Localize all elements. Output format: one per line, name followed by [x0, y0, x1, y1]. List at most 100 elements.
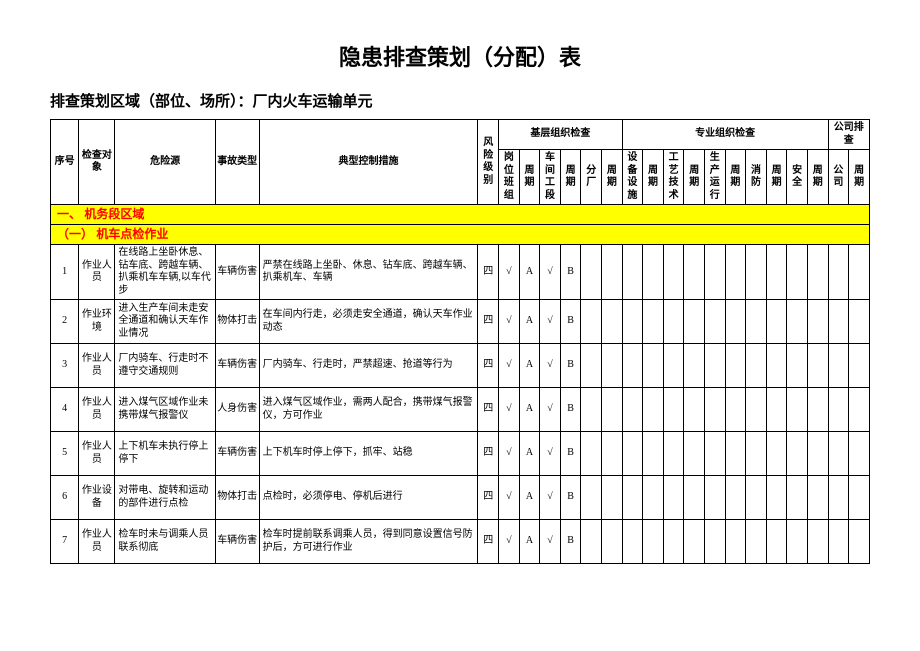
cell-chk — [622, 520, 643, 564]
cell-chk — [581, 476, 602, 520]
cell-chk: √ — [540, 432, 561, 476]
cell-chk: A — [519, 520, 540, 564]
cell-chk — [746, 245, 767, 300]
cell-chk — [766, 388, 787, 432]
cell-chk — [684, 520, 705, 564]
cell-chk: √ — [499, 344, 520, 388]
cell-chk — [828, 245, 849, 300]
cell-chk — [705, 476, 726, 520]
cell-chk: B — [560, 432, 581, 476]
cell-chk — [663, 300, 684, 344]
cell-src: 厂内骑车、行走时不遵守交通规则 — [115, 344, 215, 388]
cell-chk — [705, 520, 726, 564]
hdr-c: 岗位班组 — [499, 150, 520, 205]
cell-chk — [849, 388, 870, 432]
cell-chk — [622, 476, 643, 520]
hdr-c: 消防 — [746, 150, 767, 205]
cell-chk — [725, 245, 746, 300]
cell-chk — [705, 432, 726, 476]
cell-chk: B — [560, 520, 581, 564]
cell-type: 人身伤害 — [215, 388, 259, 432]
cell-chk — [643, 300, 664, 344]
cell-chk — [828, 300, 849, 344]
cell-chk — [766, 520, 787, 564]
cell-ctrl: 点检时，必须停电、停机后进行 — [259, 476, 478, 520]
cell-obj: 作业人员 — [79, 388, 115, 432]
cell-chk — [663, 344, 684, 388]
cell-chk — [746, 300, 767, 344]
cell-obj: 作业环境 — [79, 300, 115, 344]
hdr-pro: 专业组织检查 — [622, 120, 828, 150]
cell-chk — [787, 476, 808, 520]
cell-chk — [581, 245, 602, 300]
cell-chk — [828, 388, 849, 432]
hdr-c: 周期 — [849, 150, 870, 205]
cell-src: 检车时未与调乘人员联系彻底 — [115, 520, 215, 564]
hdr-c: 安全 — [787, 150, 808, 205]
table-row: 4作业人员进入煤气区域作业未携带煤气报警仪人身伤害进入煤气区域作业，需两人配合，… — [51, 388, 870, 432]
hdr-lvl: 风险级别 — [478, 120, 499, 205]
cell-chk: √ — [499, 432, 520, 476]
cell-chk — [622, 388, 643, 432]
cell-seq: 4 — [51, 388, 79, 432]
cell-chk — [622, 344, 643, 388]
cell-chk: √ — [499, 245, 520, 300]
cell-chk — [849, 476, 870, 520]
table-row: 1作业人员在线路上坐卧休息、钻车底、跨越车辆、扒乘机车车辆,以车代步车辆伤害严禁… — [51, 245, 870, 300]
cell-chk: √ — [540, 344, 561, 388]
cell-type: 物体打击 — [215, 476, 259, 520]
hdr-c: 工艺技术 — [663, 150, 684, 205]
cell-chk — [725, 476, 746, 520]
cell-chk: √ — [499, 388, 520, 432]
cell-chk — [663, 432, 684, 476]
table-body: 一、 机务段区域（一） 机车点检作业1作业人员在线路上坐卧休息、钻车底、跨越车辆… — [51, 205, 870, 564]
cell-ctrl: 严禁在线路上坐卧、休息、钻车底、跨越车辆、扒乘机车、车辆 — [259, 245, 478, 300]
cell-chk — [643, 520, 664, 564]
cell-chk: √ — [540, 388, 561, 432]
cell-obj: 作业设备 — [79, 476, 115, 520]
cell-chk — [746, 520, 767, 564]
hdr-src: 危险源 — [115, 120, 215, 205]
cell-chk — [643, 245, 664, 300]
cell-chk — [581, 520, 602, 564]
hdr-c: 周期 — [807, 150, 828, 205]
cell-chk — [663, 520, 684, 564]
cell-type: 车辆伤害 — [215, 432, 259, 476]
cell-chk — [684, 245, 705, 300]
cell-chk: √ — [540, 520, 561, 564]
hdr-c: 周期 — [725, 150, 746, 205]
cell-chk — [643, 344, 664, 388]
cell-chk — [663, 245, 684, 300]
cell-chk — [725, 300, 746, 344]
cell-chk — [746, 432, 767, 476]
cell-ctrl: 厂内骑车、行走时，严禁超速、抢道等行为 — [259, 344, 478, 388]
cell-chk: √ — [540, 476, 561, 520]
cell-chk — [849, 432, 870, 476]
hdr-obj: 检查对象 — [79, 120, 115, 205]
hdr-ctrl: 典型控制措施 — [259, 120, 478, 205]
cell-chk: B — [560, 388, 581, 432]
cell-seq: 6 — [51, 476, 79, 520]
cell-chk — [663, 476, 684, 520]
cell-lvl: 四 — [478, 344, 499, 388]
hdr-c: 周期 — [643, 150, 664, 205]
cell-chk — [705, 388, 726, 432]
cell-chk: √ — [499, 300, 520, 344]
hdr-c: 周期 — [684, 150, 705, 205]
cell-chk: √ — [540, 245, 561, 300]
inspection-table: 序号 检查对象 危险源 事故类型 典型控制措施 风险级别 基层组织检查 专业组织… — [50, 119, 870, 564]
cell-chk — [581, 344, 602, 388]
cell-chk — [725, 344, 746, 388]
cell-chk — [643, 432, 664, 476]
section-label: （一） 机车点检作业 — [51, 225, 870, 245]
cell-chk — [581, 388, 602, 432]
cell-chk — [828, 520, 849, 564]
cell-chk — [643, 388, 664, 432]
cell-chk — [684, 476, 705, 520]
cell-lvl: 四 — [478, 300, 499, 344]
cell-chk — [807, 344, 828, 388]
page-title: 隐患排查策划（分配）表 — [50, 40, 870, 72]
cell-chk — [663, 388, 684, 432]
cell-chk — [746, 476, 767, 520]
cell-chk — [766, 432, 787, 476]
